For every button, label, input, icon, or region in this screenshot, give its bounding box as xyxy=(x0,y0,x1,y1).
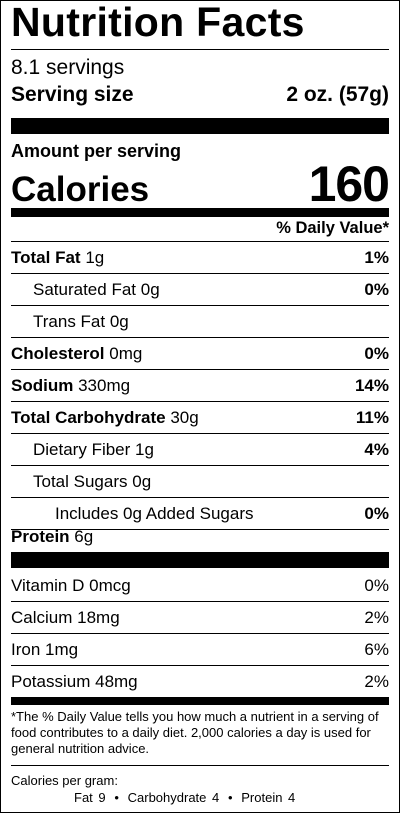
daily-value-header: % Daily Value* xyxy=(276,219,389,237)
calories-per-gram-heading: Calories per gram: xyxy=(11,773,118,788)
thick-divider-vitamins xyxy=(11,552,389,568)
vitamin-dv: 2% xyxy=(364,607,389,627)
cpg-carbohydrate: Carbohydrate 4 xyxy=(127,790,220,805)
vitamin-row-iron: Iron 1mg 6% xyxy=(11,634,389,666)
calories-per-gram-values: Fat 9 • Carbohydrate 4 • Protein 4 xyxy=(11,789,389,806)
nutrient-dv: 1% xyxy=(364,247,389,267)
vitamin-amount: 48mg xyxy=(95,671,138,691)
cpg-separator: • xyxy=(227,790,233,805)
nutrient-amount: 0mg xyxy=(109,343,143,363)
amount-per-serving: Amount per serving xyxy=(11,141,182,161)
nutrient-row-cholesterol: Cholesterol 0mg 0% xyxy=(11,338,389,370)
nutrient-name: Total Sugars xyxy=(33,471,128,491)
nutrient-name: Trans Fat xyxy=(33,311,106,331)
calories-label: Calories xyxy=(11,170,150,209)
daily-value-footnote: *The % Daily Value tells you how much a … xyxy=(11,709,379,756)
label-title: Nutrition Facts xyxy=(11,0,305,45)
cpg-protein: Protein 4 xyxy=(241,790,296,805)
serving-size-row: Serving size 2 oz. (57g) xyxy=(11,83,389,107)
nutrient-row-total-carbohydrate: Total Carbohydrate 30g 11% xyxy=(11,402,389,434)
vitamin-name: Iron xyxy=(11,639,41,659)
nutrient-dv: 0% xyxy=(364,343,389,363)
nutrient-name: Cholesterol xyxy=(11,343,105,363)
nutrient-dv: 11% xyxy=(355,407,389,427)
nutrient-dv: 0% xyxy=(364,503,389,523)
nutrient-amount: 0g xyxy=(132,471,152,491)
nutrient-amount: 0g xyxy=(140,279,160,299)
footnote-divider xyxy=(11,765,389,766)
nutrient-amount: 1g xyxy=(135,439,154,459)
nutrient-dv: 4% xyxy=(364,439,389,459)
vitamin-amount: 18mg xyxy=(77,607,120,627)
nutrient-name: Protein xyxy=(11,526,70,546)
vitamin-amount: 1mg xyxy=(45,639,79,659)
calories-row: Calories 160 xyxy=(11,155,390,213)
nutrient-amount: 1g xyxy=(85,247,105,267)
thick-divider-footnote xyxy=(11,697,389,705)
nutrient-amount: 6g xyxy=(74,526,94,546)
nutrient-row-sodium: Sodium 330mg 14% xyxy=(11,370,389,402)
nutrient-row-dietary-fiber: Dietary Fiber 1g 4% xyxy=(11,434,389,466)
nutrient-name: Sodium xyxy=(11,375,74,395)
servings-per-container: 8.1 servings xyxy=(11,56,125,79)
nutrient-row-saturated-fat: Saturated Fat 0g 0% xyxy=(11,274,389,306)
nutrient-row-protein: Protein 6g xyxy=(11,521,389,552)
nutrient-row-added-sugars: Includes 0g Added Sugars 0% xyxy=(11,498,389,530)
nutrient-name: Total Carbohydrate xyxy=(11,407,166,427)
calories-per-gram: Calories per gram: Fat 9 • Carbohydrate 4 •… xyxy=(11,772,389,806)
vitamin-name: Potassium xyxy=(11,671,91,691)
thick-divider-calories xyxy=(11,208,389,217)
nutrient-name: Saturated Fat xyxy=(33,279,137,299)
nutrient-row-total-fat: Total Fat 1g 1% xyxy=(11,242,389,274)
nutrient-row-trans-fat: Trans Fat 0g xyxy=(11,306,389,338)
vitamin-row-calcium: Calcium 18mg 2% xyxy=(11,602,389,634)
vitamin-amount: 0mcg xyxy=(89,575,131,595)
vitamin-dv: 2% xyxy=(364,671,389,691)
vitamin-dv: 0% xyxy=(364,575,389,595)
serving-size-label: Serving size xyxy=(11,83,134,106)
vitamin-name: Vitamin D xyxy=(11,575,85,595)
calories-value: 160 xyxy=(308,156,390,212)
cpg-fat: Fat 9 xyxy=(74,790,106,805)
nutrient-dv: 14% xyxy=(354,375,389,395)
nutrient-amount: 330mg xyxy=(78,375,131,395)
nutrient-amount: 30g xyxy=(170,407,199,427)
nutrient-name: Includes 0g Added Sugars xyxy=(55,503,254,523)
dv-header-divider xyxy=(11,241,389,242)
nutrient-name: Total Fat xyxy=(11,247,81,267)
thick-divider-top xyxy=(11,118,389,134)
nutrient-amount: 0g xyxy=(109,311,129,331)
vitamin-dv: 6% xyxy=(364,639,389,659)
nutrient-dv: 0% xyxy=(364,279,389,299)
vitamin-name: Calcium xyxy=(11,607,73,627)
title-divider xyxy=(11,49,389,50)
serving-size-value: 2 oz. (57g) xyxy=(286,83,389,106)
nutrient-row-total-sugars: Total Sugars 0g xyxy=(11,466,389,498)
nutrient-name: Dietary Fiber xyxy=(33,439,131,459)
cpg-separator: • xyxy=(114,790,119,805)
vitamin-row-potassium: Potassium 48mg 2% xyxy=(11,666,389,697)
vitamin-row-vitamin-d: Vitamin D 0mcg 0% xyxy=(11,570,389,602)
